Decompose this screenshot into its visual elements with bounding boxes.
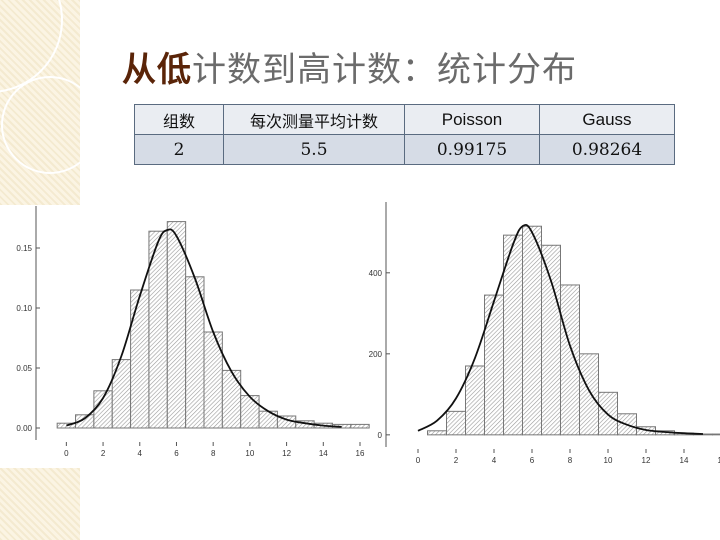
summary-table: 组数 每次测量平均计数 Poisson Gauss 2 5.5 0.99175 …	[134, 104, 675, 165]
y-tick-label: 200	[369, 350, 383, 359]
histogram-bar	[465, 365, 485, 436]
y-tick-label: 0.00	[16, 424, 32, 433]
x-tick-label: 14	[680, 456, 689, 465]
histogram-bar	[579, 353, 599, 436]
x-tick-label: 4	[138, 449, 143, 458]
histogram-bar	[560, 284, 580, 436]
y-tick-label: 400	[369, 269, 383, 278]
histogram-bar	[484, 294, 504, 436]
x-tick-label: 4	[492, 456, 497, 465]
slide-title-rest: 计数到高计数：统计分布	[192, 50, 577, 90]
x-tick-label: 16	[718, 456, 720, 465]
x-tick-label: 2	[454, 456, 459, 465]
slide-title: 从低计数到高计数：统计分布	[122, 42, 577, 91]
fit-curve	[66, 228, 342, 428]
table-row: 2 5.5 0.99175 0.98264	[134, 134, 675, 165]
x-tick-label: 10	[604, 456, 613, 465]
table-header-row: 组数 每次测量平均计数 Poisson Gauss	[134, 104, 675, 135]
x-tick-label: 14	[319, 449, 328, 458]
cell-poisson: 0.99175	[404, 134, 540, 165]
header-mean-count: 每次测量平均计数	[223, 104, 405, 135]
x-tick-label: 10	[245, 449, 254, 458]
histogram-bar	[522, 225, 542, 436]
slide-title-accent: 从低	[122, 50, 192, 90]
background-circles	[0, 0, 99, 174]
x-tick-label: 16	[356, 449, 365, 458]
x-tick-label: 12	[282, 449, 291, 458]
histogram-bar	[350, 423, 370, 429]
x-tick-label: 0	[64, 449, 69, 458]
cell-mean-count: 5.5	[223, 134, 405, 165]
histogram-bar	[446, 410, 466, 436]
header-poisson: Poisson	[404, 104, 540, 135]
x-tick-label: 8	[211, 449, 216, 458]
header-gauss: Gauss	[539, 104, 675, 135]
y-tick-label: 0.10	[16, 304, 32, 313]
histogram-bar	[712, 433, 720, 436]
background-pattern-bottom	[0, 468, 80, 540]
histogram-bar	[541, 244, 561, 436]
fit-curve	[417, 223, 704, 435]
x-tick-label: 0	[416, 456, 421, 465]
x-tick-label: 12	[642, 456, 651, 465]
x-tick-label: 8	[568, 456, 573, 465]
x-tick-label: 6	[174, 449, 179, 458]
x-tick-label: 6	[530, 456, 535, 465]
y-tick-label: 0.05	[16, 364, 32, 373]
y-tick-label: 0.15	[16, 244, 32, 253]
x-tick-label: 2	[101, 449, 106, 458]
cell-gauss: 0.98264	[539, 134, 675, 165]
y-tick-label: 0	[378, 431, 383, 440]
histogram-bar	[427, 430, 447, 436]
cell-group-count: 2	[134, 134, 224, 165]
